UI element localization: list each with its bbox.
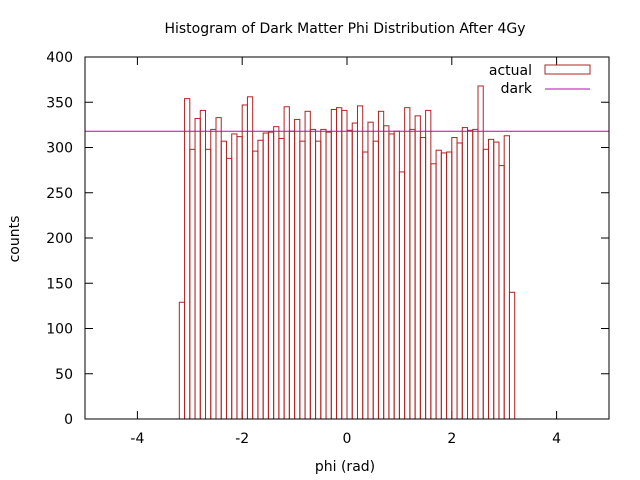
histogram-bar bbox=[288, 130, 296, 420]
y-axis-label: counts bbox=[7, 216, 23, 263]
histogram-bar bbox=[377, 110, 385, 420]
histogram-bar bbox=[346, 129, 353, 420]
histogram-bar bbox=[304, 110, 311, 420]
legend: actual dark bbox=[489, 63, 591, 97]
histogram-bar bbox=[425, 109, 432, 420]
histogram-bar bbox=[430, 163, 437, 420]
histogram-bar bbox=[246, 96, 254, 420]
histogram-bar bbox=[409, 128, 416, 420]
histogram-bar bbox=[215, 117, 222, 420]
histogram-bar bbox=[278, 137, 285, 420]
y-tick-label: 350 bbox=[46, 95, 73, 111]
histogram-bar bbox=[336, 107, 343, 420]
histogram-bar bbox=[299, 140, 306, 420]
histogram-bar bbox=[367, 121, 374, 420]
legend-label-actual: actual bbox=[489, 63, 532, 79]
y-tick-label: 400 bbox=[46, 50, 73, 66]
histogram-bar bbox=[205, 148, 212, 420]
histogram-bar bbox=[283, 106, 290, 420]
histogram-bar bbox=[440, 152, 448, 420]
histogram-bar bbox=[435, 149, 442, 420]
histogram-bar bbox=[482, 148, 489, 420]
histogram-bar bbox=[252, 150, 259, 420]
x-tick-label: 2 bbox=[447, 431, 456, 447]
histogram-bar bbox=[262, 132, 269, 420]
plot-frame bbox=[84, 56, 610, 420]
y-tick-label: 250 bbox=[46, 186, 73, 202]
histogram-bar bbox=[341, 109, 348, 420]
histogram-bar bbox=[356, 105, 364, 420]
y-tick-label: 200 bbox=[46, 231, 73, 247]
histogram-bar bbox=[236, 136, 243, 420]
histogram-bar bbox=[393, 130, 400, 420]
histogram-bar bbox=[178, 301, 186, 420]
histogram-bar bbox=[294, 118, 301, 420]
x-tick-label: -4 bbox=[130, 431, 144, 447]
histogram-bar bbox=[273, 126, 280, 420]
histogram-bar bbox=[419, 137, 427, 420]
x-tick-label: -2 bbox=[235, 431, 249, 447]
x-tick-label: 4 bbox=[552, 431, 561, 447]
histogram-bar bbox=[351, 122, 358, 420]
histogram-bar bbox=[372, 140, 379, 420]
histogram-bar bbox=[257, 139, 264, 420]
histogram-bar bbox=[472, 128, 479, 420]
histogram-bar bbox=[309, 128, 317, 420]
y-tick-label: 50 bbox=[55, 367, 73, 383]
histogram-bar bbox=[388, 133, 395, 420]
y-tick-label: 150 bbox=[46, 276, 73, 292]
legend-swatch-actual bbox=[544, 64, 591, 75]
histogram-bar bbox=[487, 138, 495, 420]
histogram-bar bbox=[508, 291, 516, 420]
histogram-bar bbox=[503, 135, 510, 420]
histogram-bar bbox=[398, 171, 406, 420]
histogram-bar bbox=[362, 151, 369, 420]
histogram-bar bbox=[225, 157, 233, 420]
y-tick-label: 100 bbox=[46, 322, 73, 338]
histogram-bar bbox=[220, 140, 227, 420]
chart-title: Histogram of Dark Matter Phi Distributio… bbox=[164, 21, 525, 37]
x-tick-label: 0 bbox=[343, 431, 352, 447]
histogram-bar bbox=[189, 148, 196, 420]
histogram-bar bbox=[451, 137, 458, 420]
x-axis-label: phi (rad) bbox=[315, 459, 375, 475]
histogram-bar bbox=[330, 108, 338, 420]
y-tick-label: 0 bbox=[64, 412, 73, 428]
histogram-bar bbox=[320, 128, 327, 420]
histogram-bar bbox=[241, 104, 248, 420]
histogram-bar bbox=[315, 140, 322, 420]
histogram-bar bbox=[467, 129, 474, 420]
histogram-bar bbox=[210, 128, 217, 420]
histogram-bar bbox=[383, 125, 390, 420]
y-tick-label: 300 bbox=[46, 141, 73, 157]
histogram-bar bbox=[325, 131, 332, 420]
histogram-bar bbox=[267, 131, 275, 420]
histogram-bar bbox=[404, 107, 411, 420]
histogram-bar bbox=[493, 141, 500, 420]
histogram-bar bbox=[231, 133, 238, 420]
legend-label-dark: dark bbox=[501, 81, 533, 97]
histogram-bar bbox=[446, 151, 453, 420]
histogram-bar bbox=[477, 85, 484, 420]
histogram-bar bbox=[461, 127, 469, 420]
histogram-bar bbox=[498, 165, 505, 420]
histogram-bar bbox=[199, 109, 207, 420]
histogram-bar bbox=[184, 98, 191, 420]
histogram-bar bbox=[456, 142, 463, 420]
histogram-bar bbox=[414, 115, 421, 420]
histogram-bar bbox=[194, 118, 201, 420]
